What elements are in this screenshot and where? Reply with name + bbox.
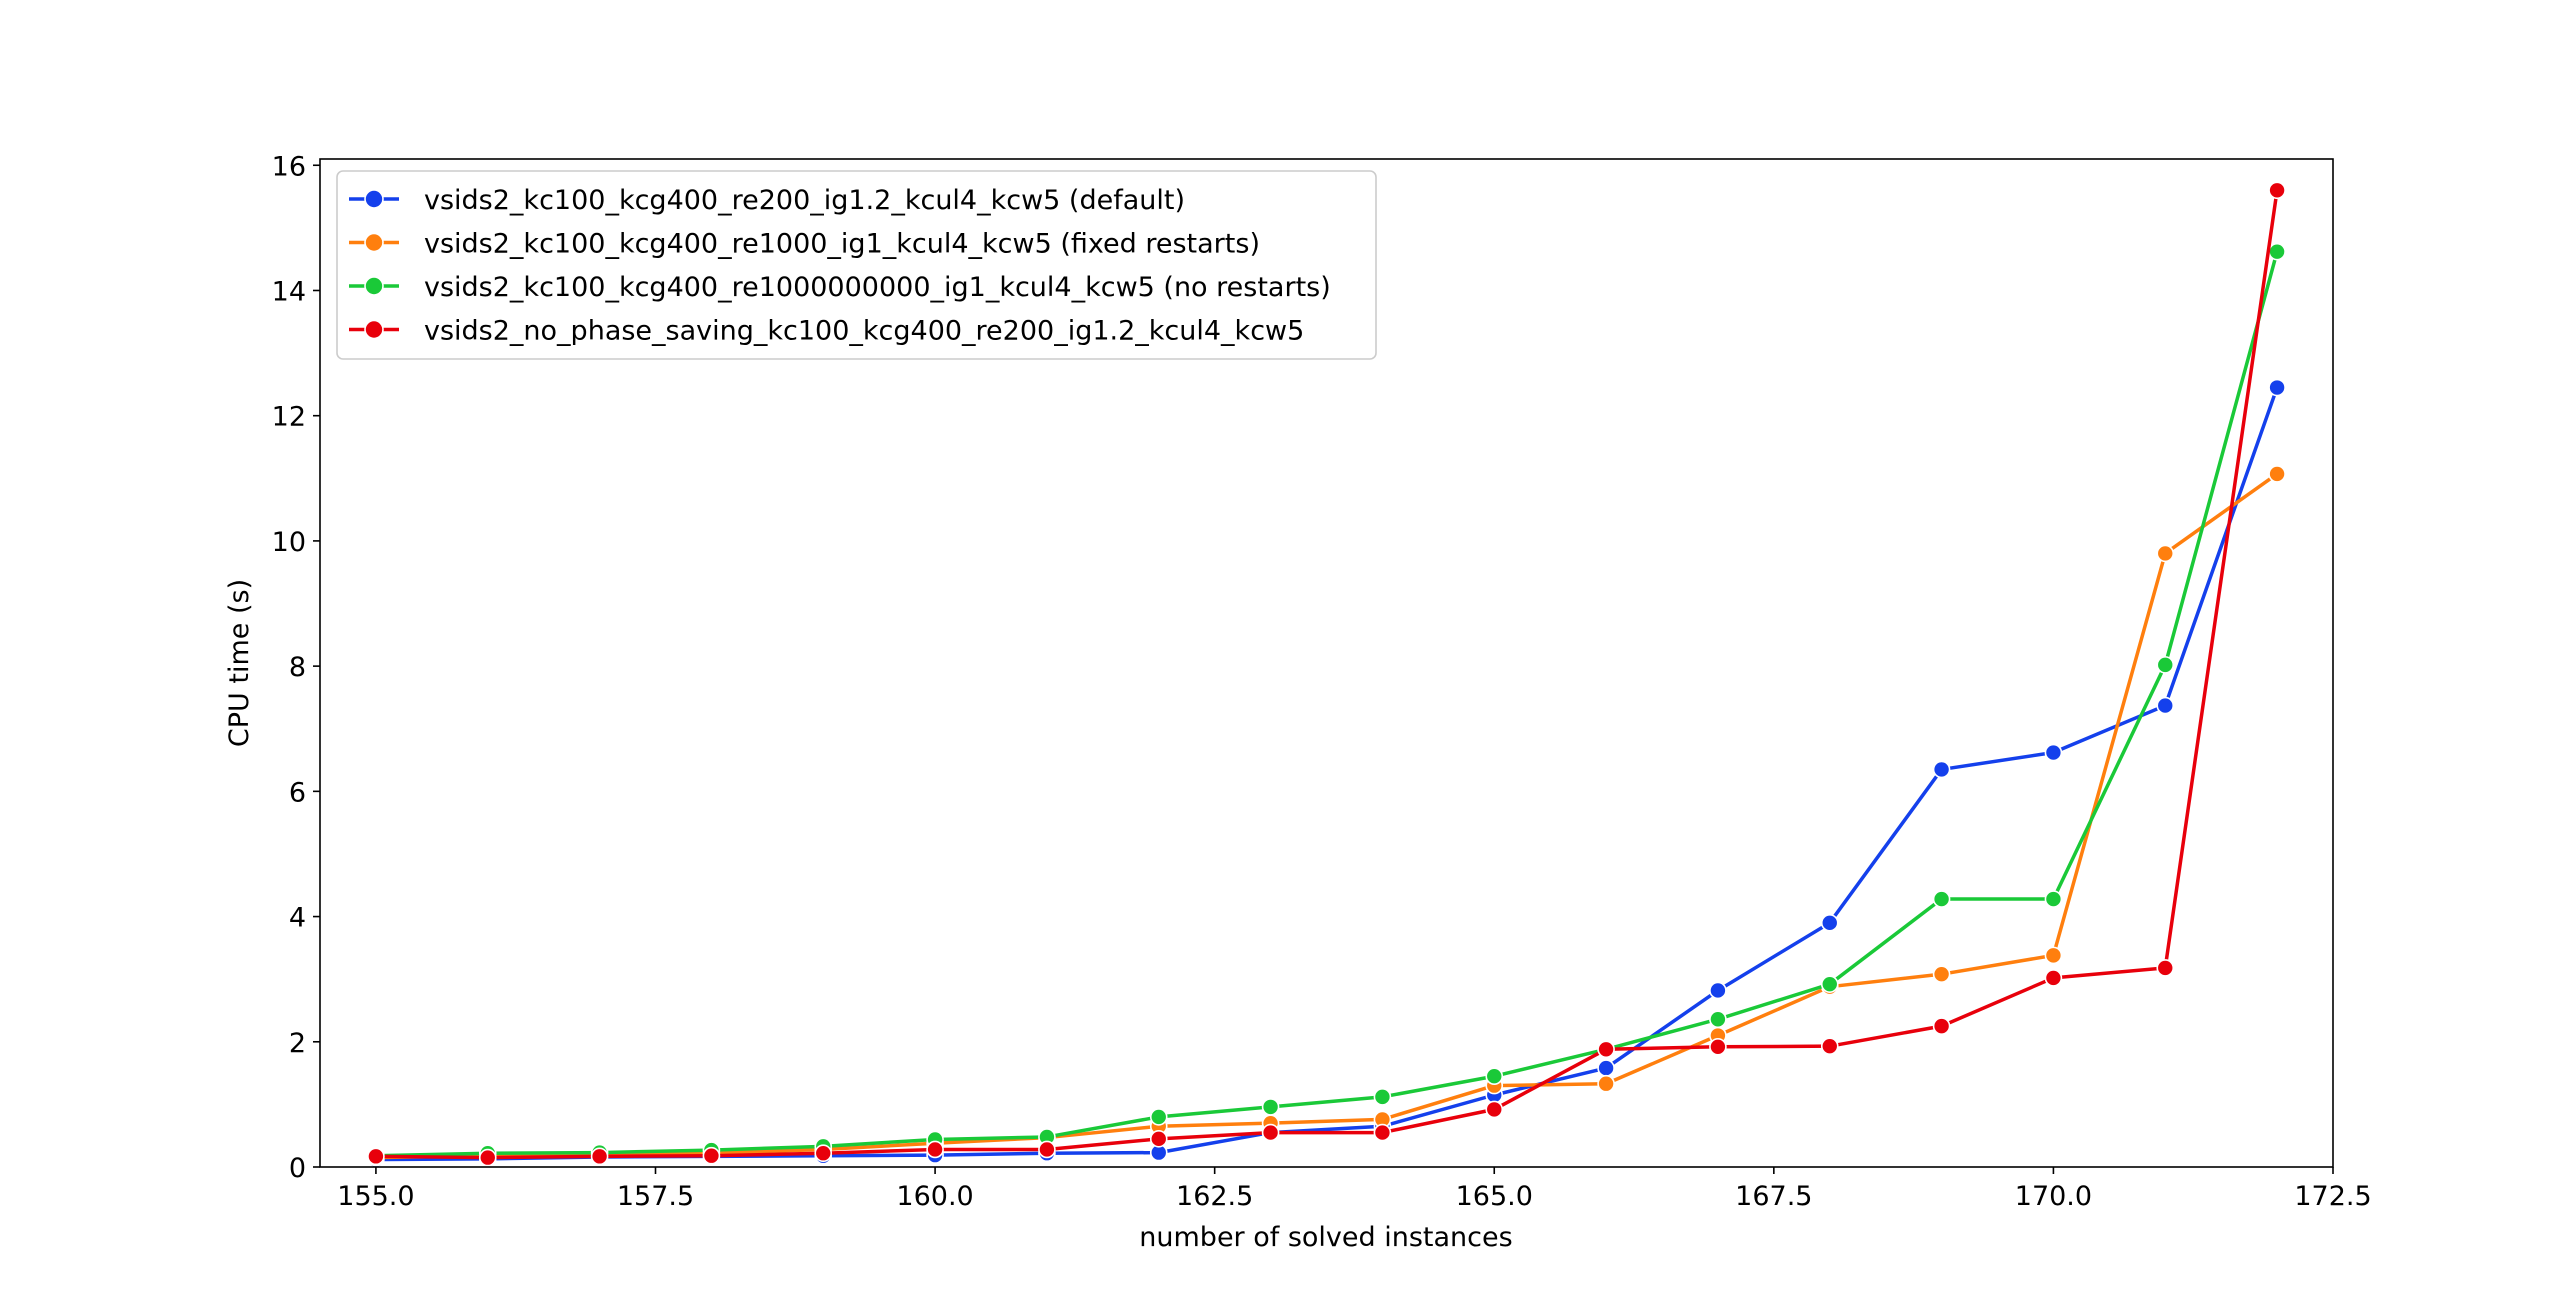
data-point — [2156, 959, 2175, 977]
data-point — [1485, 1100, 1504, 1119]
legend-swatch-marker — [364, 232, 384, 253]
y-tick-label: 14 — [272, 276, 306, 307]
y-tick-label: 6 — [289, 777, 306, 808]
data-point — [590, 1147, 609, 1166]
plot-lines — [367, 181, 2286, 1167]
legend-label: vsids2_no_phase_saving_kc100_kcg400_re20… — [424, 316, 1304, 347]
x-tick-label: 172.5 — [2294, 1181, 2371, 1212]
data-point — [2044, 946, 2063, 965]
series-line — [375, 190, 2279, 1160]
y-tick-label: 12 — [272, 402, 306, 433]
x-tick-label: 167.5 — [1735, 1181, 1812, 1212]
legend-label: vsids2_kc100_kcg400_re1000000000_ig1_kcu… — [424, 272, 1331, 303]
data-point — [1932, 890, 1951, 908]
series-line — [375, 251, 2279, 1158]
legend-item: vsids2_no_phase_saving_kc100_kcg400_re20… — [349, 316, 1304, 347]
x-tick-label: 170.0 — [2015, 1181, 2092, 1212]
data-point — [2268, 242, 2286, 261]
x-tick-label: 165.0 — [1456, 1181, 1533, 1212]
legend-swatch-marker — [364, 276, 384, 296]
x-tick-label: 162.5 — [1176, 1181, 1253, 1212]
legend-item: vsids2_kc100_kcg400_re1000000000_ig1_kcu… — [349, 272, 1331, 303]
data-point — [478, 1148, 497, 1167]
data-point — [1261, 1123, 1280, 1142]
data-point — [1597, 1040, 1615, 1059]
data-point — [1932, 760, 1951, 779]
data-point — [1373, 1088, 1392, 1106]
legend-swatch-marker — [364, 319, 384, 340]
plot-frame — [319, 158, 2334, 1168]
data-point — [367, 1147, 385, 1166]
y-tick-label: 8 — [289, 652, 306, 683]
data-point — [814, 1144, 833, 1163]
series-line — [375, 472, 2279, 1160]
data-point — [1932, 1017, 1951, 1035]
x-tick-label: 160.0 — [896, 1181, 973, 1212]
legend-swatch-marker — [364, 189, 384, 209]
data-point — [2268, 378, 2286, 397]
data-point — [1261, 1098, 1280, 1116]
legend-label: vsids2_kc100_kcg400_re200_ig1.2_kcul4_kc… — [424, 185, 1185, 216]
y-tick-label: 10 — [272, 527, 306, 558]
y-tick-label: 2 — [289, 1028, 306, 1059]
data-point — [1820, 975, 1839, 993]
data-point — [1149, 1108, 1168, 1126]
x-tick-label: 157.5 — [617, 1181, 694, 1212]
data-point — [2044, 969, 2063, 987]
data-point — [2044, 743, 2063, 762]
data-point — [2156, 544, 2175, 563]
data-point — [1709, 1037, 1727, 1056]
y-tick-label: 4 — [289, 903, 306, 934]
data-point — [1149, 1130, 1168, 1148]
y-tick-label: 16 — [272, 151, 306, 182]
data-point — [1597, 1059, 1615, 1077]
data-point — [2268, 181, 2286, 200]
data-point — [702, 1146, 721, 1165]
x-axis-ticks: 155.0 157.5 160.0 162.5 165.0 167.5 170.0 172.5 — [337, 1167, 2372, 1212]
series-3 — [367, 181, 2286, 1167]
data-point — [1709, 1010, 1727, 1029]
data-point — [2044, 890, 2063, 908]
data-point — [2268, 465, 2286, 483]
data-point — [1932, 965, 1951, 983]
data-point — [1820, 914, 1839, 932]
legend-item: vsids2_kc100_kcg400_re200_ig1.2_kcul4_kc… — [349, 185, 1185, 216]
y-tick-label: 0 — [289, 1153, 306, 1184]
y-axis-label: CPU time (s) — [224, 579, 255, 747]
x-tick-label: 155.0 — [337, 1181, 414, 1212]
data-point — [2156, 656, 2175, 674]
data-point — [926, 1140, 944, 1159]
data-point — [1709, 981, 1727, 1000]
data-point — [1485, 1067, 1504, 1086]
legend-box — [336, 170, 1377, 360]
x-axis-label: number of solved instances — [1139, 1222, 1512, 1253]
legend: vsids2_kc100_kcg400_re200_ig1.2_kcul4_kc… — [336, 170, 1377, 360]
legend-label: vsids2_kc100_kcg400_re1000_ig1_kcul4_kcw… — [424, 229, 1260, 260]
data-point — [1373, 1123, 1392, 1142]
data-point — [1820, 1037, 1839, 1055]
data-point — [2156, 696, 2175, 715]
legend-item: vsids2_kc100_kcg400_re1000_ig1_kcul4_kcw… — [349, 229, 1260, 260]
data-point — [1038, 1140, 1056, 1159]
data-point — [1597, 1074, 1615, 1093]
y-axis-ticks: 0 2 4 6 8 10 12 14 16 — [272, 151, 320, 1184]
